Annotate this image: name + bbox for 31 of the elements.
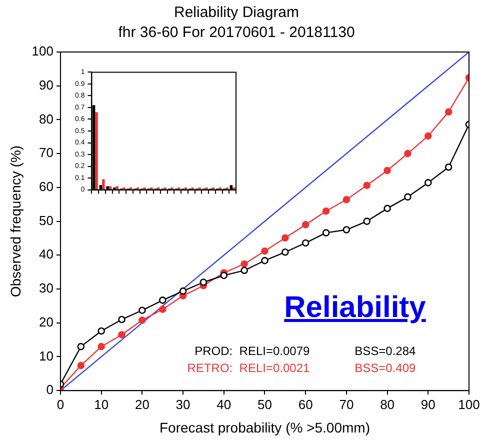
- y-axis-title: Observed frequency (%): [7, 145, 24, 298]
- chart-title: Reliability Diagram: [174, 4, 300, 22]
- x-tick-label: 100: [458, 396, 480, 412]
- annotation: BSS=0.284: [354, 344, 416, 358]
- y-tick-label: 100: [32, 44, 54, 59]
- y-tick-label: 70: [39, 145, 54, 160]
- x-tick-label: 70: [339, 396, 354, 412]
- x-tick-label: 30: [176, 396, 190, 412]
- y-tick-label: 20: [39, 314, 54, 330]
- x-tick-label: 40: [216, 396, 232, 412]
- x-tick-label: 10: [94, 396, 109, 412]
- x-axis-title: Forecast probability (% >5.00mm): [160, 419, 370, 436]
- y-tick-label: 10: [39, 348, 54, 364]
- x-tick-label: 20: [134, 396, 150, 412]
- x-tick-label: 0: [56, 396, 64, 412]
- y-tick-label: 50: [39, 212, 54, 228]
- annotation: RETRO: RELI=0.0021: [187, 360, 310, 375]
- y-tick-label: 40: [39, 246, 54, 262]
- annotation: BSS=0.409: [354, 360, 416, 375]
- x-tick-label: 50: [258, 396, 272, 412]
- chart-subtitle: fhr 36-60 For 20170601 - 20181130: [118, 24, 355, 42]
- y-tick-label: 30: [39, 280, 54, 296]
- x-tick-label: 90: [420, 396, 436, 412]
- y-tick-label: 0: [46, 382, 54, 398]
- annotation: Reliability: [283, 290, 427, 326]
- x-tick-label: 60: [298, 396, 313, 412]
- annotation: PROD: RELI=0.0079: [194, 344, 310, 358]
- y-tick-label: 60: [39, 179, 54, 194]
- y-tick-label: 80: [39, 111, 54, 126]
- x-tick-label: 80: [380, 396, 395, 412]
- y-tick-label: 90: [39, 77, 54, 92]
